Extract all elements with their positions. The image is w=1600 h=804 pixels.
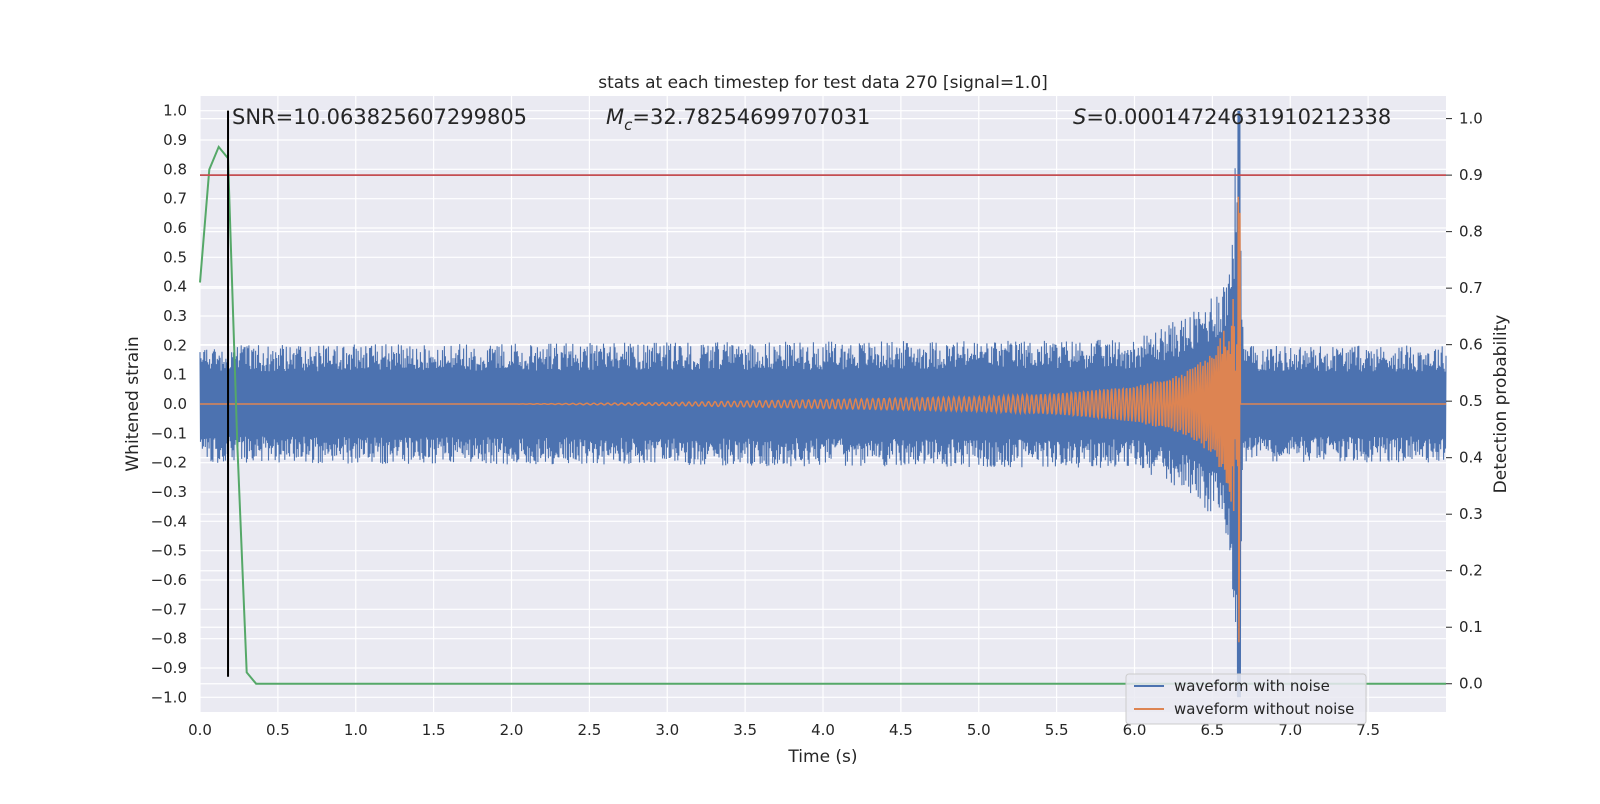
s-annotation: S=0.00014724631910212338 [1073, 105, 1391, 129]
y-tick-label: 0.2 [163, 336, 187, 354]
legend-label-clean: waveform without noise [1174, 700, 1354, 718]
y-tick-label: −1.0 [151, 688, 187, 706]
y-tick-label: 0.3 [163, 307, 187, 325]
chirp-mass-annotation: Mc=32.78254699707031 [606, 105, 870, 134]
y-right-tick-label: 0.9 [1459, 166, 1483, 184]
y-tick-label: 0.1 [163, 366, 187, 384]
s-value: =0.00014724631910212338 [1086, 105, 1391, 129]
y-tick-label: 0.9 [163, 131, 187, 149]
y-tick-label: 0.8 [163, 160, 187, 178]
chirp-mass-symbol: M [606, 105, 624, 129]
series-detection-probability [199, 144, 1446, 685]
y-tick-label: 0.6 [163, 219, 187, 237]
legend: waveform with noise waveform without noi… [1125, 673, 1367, 725]
y-right-tick-label: 1.0 [1459, 110, 1483, 128]
legend-box [1125, 673, 1367, 725]
y-right-tick-label: 0.4 [1459, 449, 1483, 467]
y-right-tick-label: 0.0 [1459, 675, 1483, 693]
series-layer [199, 110, 1447, 698]
y-tick-label: 0.7 [163, 190, 187, 208]
x-tick-label: 2.0 [500, 721, 524, 739]
legend-label-noise: waveform with noise [1174, 677, 1330, 695]
x-tick-label: 5.0 [967, 721, 991, 739]
y-tick-label: −0.2 [151, 454, 187, 472]
x-tick-label: 4.0 [811, 721, 835, 739]
y-right-tick-label: 0.8 [1459, 223, 1483, 241]
y-tick-label: 1.0 [163, 102, 187, 120]
y-right-tick-label: 0.3 [1459, 505, 1483, 523]
y-tick-label: −0.3 [151, 483, 187, 501]
y-tick-label: −0.9 [151, 659, 187, 677]
x-tick-label: 7.5 [1356, 721, 1380, 739]
y-tick-label: 0.0 [163, 395, 187, 413]
snr-annotation: SNR=10.063825607299805 [232, 105, 527, 129]
x-tick-label: 6.0 [1123, 721, 1147, 739]
y-right-tick-label: 0.6 [1459, 336, 1483, 354]
y-tick-label: 0.4 [163, 278, 187, 296]
y-tick-label: −0.6 [151, 571, 187, 589]
y-tick-label: −0.7 [151, 600, 187, 618]
y-tick-label: −0.5 [151, 542, 187, 560]
y-tick-label: 0.5 [163, 248, 187, 266]
chart-title: stats at each timestep for test data 270… [598, 73, 1048, 93]
y-right-tick-label: 0.7 [1459, 279, 1483, 297]
x-tick-label: 2.5 [577, 721, 601, 739]
x-tick-label: 0.0 [188, 721, 212, 739]
s-symbol: S [1073, 105, 1086, 129]
x-axis-label: Time (s) [787, 747, 857, 767]
x-tick-label: 0.5 [266, 721, 290, 739]
y-right-tick-label: 0.2 [1459, 562, 1483, 580]
axes: 0.0 0.5 1.0 1.5 2.0 2.5 3.0 3.5 4.0 4.5 5.0 5.5 6.0 6… [151, 102, 1483, 739]
y-axis-right-label: Detection probability [1491, 315, 1511, 494]
y-tick-label: −0.4 [151, 512, 187, 530]
y-tick-label: −0.8 [151, 630, 187, 648]
x-tick-label: 4.5 [889, 721, 913, 739]
x-tick-label: 3.0 [655, 721, 679, 739]
y-right-tick-label: 0.1 [1459, 618, 1483, 636]
x-tick-label: 1.0 [344, 721, 368, 739]
chirp-mass-value: =32.78254699707031 [632, 105, 870, 129]
y-right-tick-label: 0.5 [1459, 392, 1483, 410]
y-axis-label: Whitened strain [123, 336, 143, 471]
series-waveform-without-noise [200, 196, 1446, 643]
chirp-mass-subscript: c [624, 116, 633, 134]
y-tick-label: −0.1 [151, 424, 187, 442]
x-tick-label: 1.5 [422, 721, 446, 739]
x-tick-label: 3.5 [733, 721, 757, 739]
x-tick-label: 6.5 [1200, 721, 1224, 739]
x-tick-label: 5.5 [1045, 721, 1069, 739]
x-tick-label: 7.0 [1278, 721, 1302, 739]
